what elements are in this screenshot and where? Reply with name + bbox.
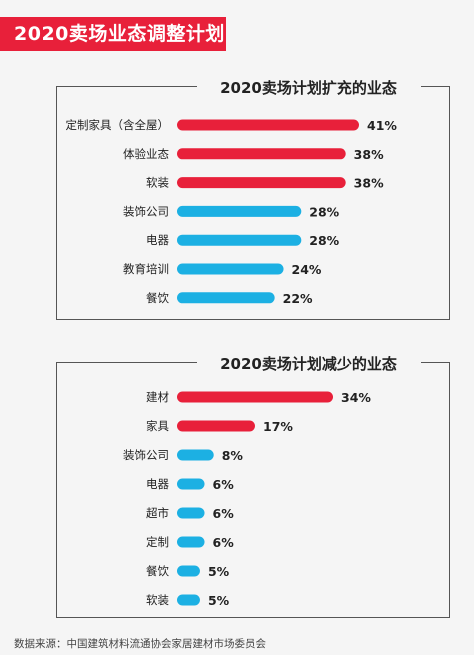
value-label: 17%: [263, 419, 293, 434]
bar: [177, 594, 200, 606]
bar: [177, 478, 205, 490]
bar: [177, 177, 346, 189]
expand-chart-panel: 定制家具（含全屋） 41% 体验业态 38% 软装 38% 装饰公司 28% 电器 28% 教育培训…: [56, 86, 450, 320]
value-label: 6%: [213, 535, 235, 550]
value-label: 8%: [222, 448, 244, 463]
category-label: 软装: [146, 176, 169, 190]
category-label: 餐饮: [146, 291, 169, 305]
category-label: 电器: [146, 233, 169, 247]
value-label: 24%: [292, 262, 322, 277]
value-label: 34%: [341, 390, 371, 405]
expand-chart-svg: 定制家具（含全屋） 41% 体验业态 38% 软装 38% 装饰公司 28% 电器 28% 教育培训…: [66, 118, 398, 306]
data-source-note: 数据来源：中国建筑材料流通协会家居建材市场委员会: [14, 638, 266, 650]
value-label: 6%: [213, 506, 235, 521]
category-label: 定制: [146, 535, 169, 549]
category-label: 装饰公司: [123, 448, 169, 462]
value-label: 38%: [354, 176, 384, 191]
bar: [177, 205, 302, 217]
value-label: 41%: [367, 118, 397, 133]
category-label: 定制家具（含全屋）: [66, 118, 170, 132]
value-label: 5%: [208, 593, 230, 608]
expand-chart-title: 2020卖场计划扩充的业态: [196, 77, 421, 98]
value-label: 28%: [309, 204, 339, 219]
category-label: 体验业态: [123, 147, 169, 161]
category-label: 教育培训: [123, 262, 169, 276]
category-label: 超市: [146, 506, 169, 520]
bar: [177, 119, 359, 131]
page-title: 2020卖场业态调整计划: [0, 17, 226, 51]
bar: [177, 565, 200, 577]
bar: [177, 263, 284, 275]
bar: [177, 507, 205, 519]
reduce-chart-svg: 建材 34% 家具 17% 装饰公司 8% 电器 6% 超市 6% 定制 6% 餐饮 5% 软装 5%: [123, 390, 371, 608]
reduce-chart-title: 2020卖场计划减少的业态: [196, 353, 421, 374]
value-label: 38%: [354, 147, 384, 162]
category-label: 餐饮: [146, 564, 169, 578]
value-label: 5%: [208, 564, 230, 579]
category-label: 软装: [146, 593, 169, 607]
category-label: 家具: [146, 419, 169, 433]
bar: [177, 292, 275, 304]
value-label: 28%: [309, 233, 339, 248]
bar: [177, 536, 205, 548]
bar: [177, 420, 255, 432]
category-label: 电器: [146, 477, 169, 491]
reduce-chart-panel: 建材 34% 家具 17% 装饰公司 8% 电器 6% 超市 6% 定制 6% 餐饮 5% 软装 5%: [56, 362, 450, 618]
bar: [177, 391, 333, 403]
bar: [177, 449, 214, 461]
category-label: 装饰公司: [123, 204, 169, 218]
category-label: 建材: [146, 390, 169, 404]
bar: [177, 148, 346, 160]
bar: [177, 234, 302, 246]
value-label: 22%: [283, 291, 313, 306]
value-label: 6%: [213, 477, 235, 492]
